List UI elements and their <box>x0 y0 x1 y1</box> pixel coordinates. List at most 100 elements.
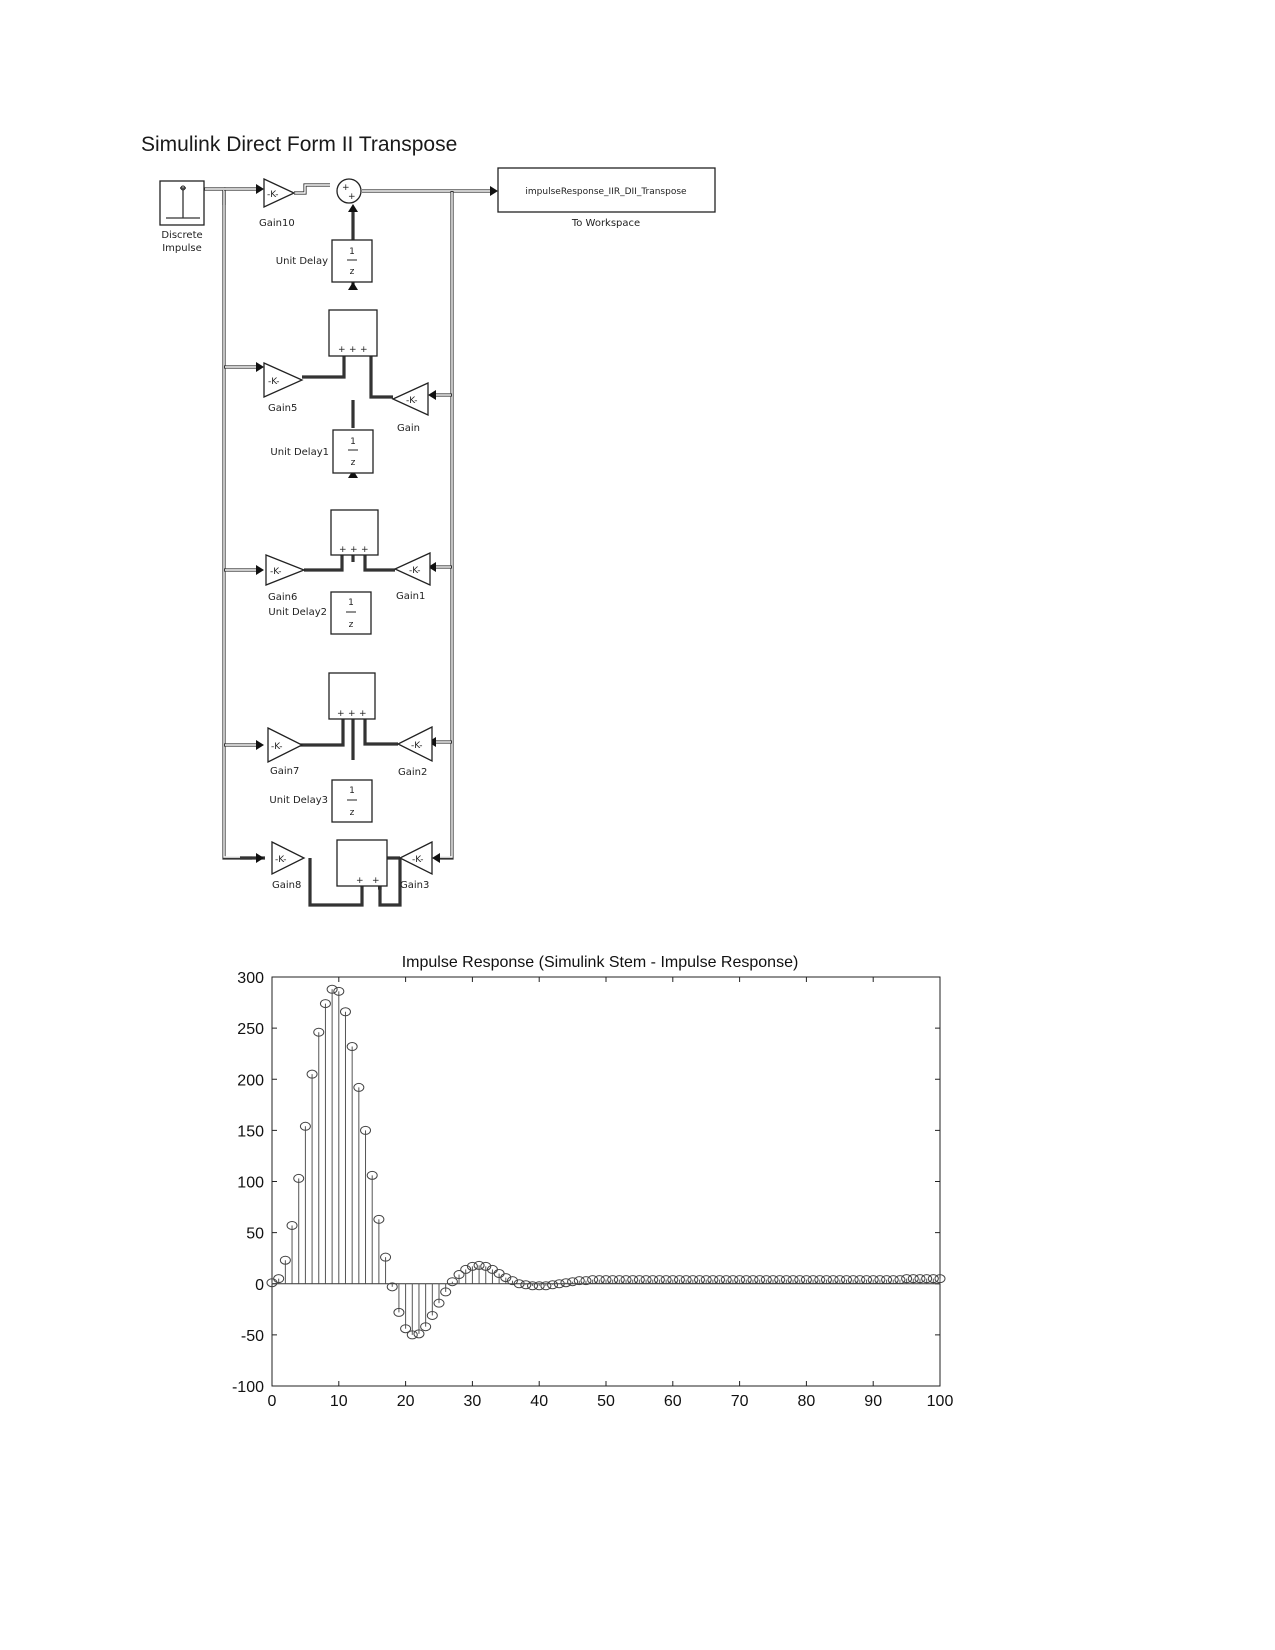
gain10-block[interactable]: -K- Gain10 <box>259 177 296 229</box>
stem-marker <box>854 1275 866 1285</box>
sum-sign: + <box>349 345 357 355</box>
stem-marker <box>540 1281 552 1291</box>
stem-marker <box>580 1276 592 1286</box>
stem-marker <box>633 1275 645 1285</box>
gain7-block[interactable]: -K- Gain7 <box>267 726 304 777</box>
stem-marker <box>360 1125 372 1135</box>
sum-sign: + <box>361 545 369 555</box>
stem-marker <box>894 1275 906 1285</box>
gain3-block[interactable]: -K- Gain3 <box>398 840 433 891</box>
stem-marker <box>867 1275 879 1285</box>
gain-block[interactable]: -K- Gain <box>391 381 429 434</box>
stem-marker <box>800 1275 812 1285</box>
delay-num: 1 <box>350 437 356 447</box>
gain2-label: Gain2 <box>398 767 427 778</box>
gain5-value: -K- <box>268 377 279 387</box>
y-tick-label: 200 <box>237 1072 264 1089</box>
stem-marker <box>466 1261 478 1271</box>
stem-marker <box>700 1275 712 1285</box>
unit-delay1-label: Unit Delay1 <box>270 447 329 458</box>
sum-block-3[interactable]: + + + <box>328 672 376 720</box>
stem-marker <box>613 1275 625 1285</box>
gain6-label: Gain6 <box>268 592 297 603</box>
unit-delay1-block[interactable]: 1 z Unit Delay1 <box>270 429 374 474</box>
stem-marker <box>627 1275 639 1285</box>
gain5-block[interactable]: -K- Gain5 <box>263 361 304 414</box>
stem-marker <box>720 1275 732 1285</box>
delay-den: z <box>351 458 356 468</box>
x-tick-label: 100 <box>927 1393 954 1410</box>
stem-marker <box>500 1273 512 1283</box>
stem-marker <box>513 1279 525 1289</box>
gain2-value: -K- <box>411 741 422 751</box>
y-tick-label: 50 <box>246 1226 264 1243</box>
stem-marker <box>740 1275 752 1285</box>
stem-marker <box>714 1275 726 1285</box>
unit-delay3-block[interactable]: 1 z Unit Delay3 <box>269 779 373 823</box>
y-tick-label: -50 <box>241 1328 264 1345</box>
stem-marker <box>774 1275 786 1285</box>
discrete-impulse-label-2: Impulse <box>162 243 202 254</box>
chart-title: Impulse Response (Simulink Stem - Impuls… <box>402 954 799 971</box>
sum-sign: + <box>350 545 358 555</box>
stem-marker <box>607 1275 619 1285</box>
stem-marker <box>874 1275 886 1285</box>
gain3-value: -K- <box>412 855 423 865</box>
gain6-value: -K- <box>270 567 281 577</box>
gain1-block[interactable]: -K- Gain1 <box>393 551 431 602</box>
gain3-label: Gain3 <box>400 880 429 891</box>
stem-marker <box>747 1275 759 1285</box>
stem-marker <box>620 1275 632 1285</box>
x-tick-label: 70 <box>731 1393 749 1410</box>
stem-marker <box>901 1274 913 1284</box>
gain6-block[interactable]: -K- Gain6 <box>265 554 306 603</box>
stem-marker <box>386 1282 398 1292</box>
stem-marker <box>927 1274 939 1284</box>
stem-marker <box>767 1275 779 1285</box>
unit-delay2-block[interactable]: 1 z Unit Delay2 <box>268 591 372 635</box>
gain8-block[interactable]: -K- Gain8 <box>271 840 306 891</box>
stem-marker <box>446 1277 458 1287</box>
sum-block-2[interactable]: + + + <box>330 509 379 556</box>
stem-marker <box>547 1280 559 1290</box>
stem-marker <box>887 1275 899 1285</box>
to-workspace-block[interactable]: impulseResponse_IIR_DII_Transpose To Wor… <box>497 167 716 229</box>
stem-marker <box>914 1274 926 1284</box>
stem-marker <box>647 1275 659 1285</box>
stem-marker <box>473 1260 485 1270</box>
delay-den: z <box>350 267 355 277</box>
gain8-value: -K- <box>275 855 286 865</box>
sum-sign: + <box>360 345 368 355</box>
stem-marker <box>413 1329 425 1339</box>
impulse-response-chart: Impulse Response (Simulink Stem - Impuls… <box>232 954 953 1410</box>
stem-marker <box>834 1275 846 1285</box>
gain10-label: Gain10 <box>259 218 295 229</box>
sum-block-4[interactable]: + + <box>336 839 388 887</box>
stem-marker <box>587 1275 599 1285</box>
unit-delay-block[interactable]: 1 z Unit Delay <box>276 239 373 283</box>
sum-sign: + <box>372 876 380 886</box>
stem-marker <box>553 1279 565 1289</box>
gain2-block[interactable]: -K- Gain2 <box>396 725 433 778</box>
sum-block-1[interactable]: + + + <box>328 309 378 357</box>
stem-marker <box>306 1069 318 1079</box>
unit-delay3-label: Unit Delay3 <box>269 795 328 806</box>
stem-marker <box>293 1173 305 1183</box>
stem-marker <box>653 1275 665 1285</box>
stem-marker <box>827 1275 839 1285</box>
y-tick-label: 0 <box>255 1277 264 1294</box>
output-sum-circle[interactable]: + + <box>336 178 362 204</box>
stem-marker <box>861 1275 873 1285</box>
gain7-label: Gain7 <box>270 766 299 777</box>
stem-marker <box>573 1276 585 1286</box>
x-tick-label: 0 <box>268 1393 277 1410</box>
unit-delay2-label: Unit Delay2 <box>268 607 327 618</box>
sum-sign: + <box>339 545 347 555</box>
y-tick-label: 300 <box>237 970 264 987</box>
stem-marker <box>727 1275 739 1285</box>
discrete-impulse-block[interactable]: Discrete Impulse <box>159 180 205 254</box>
delay-den: z <box>349 620 354 630</box>
x-tick-label: 60 <box>664 1393 682 1410</box>
stem-marker <box>440 1287 452 1297</box>
